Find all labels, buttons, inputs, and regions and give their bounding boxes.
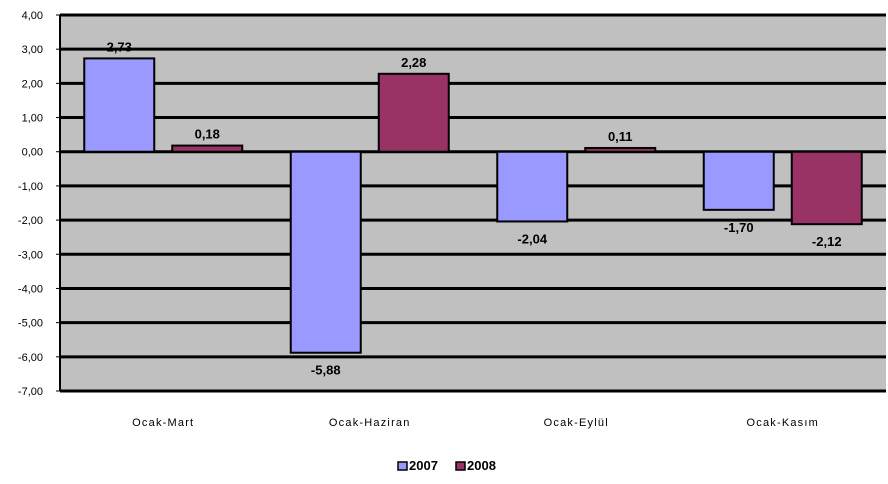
category-label: Ocak-Mart [132, 417, 194, 429]
category-label: Ocak-Eylül [544, 417, 609, 429]
y-tick-label: -6,00 [18, 352, 43, 364]
gridlines [60, 13, 886, 393]
data-label-2008-3: -2,12 [812, 234, 842, 249]
y-tick-label: 2,00 [22, 78, 43, 90]
legend-swatch-2008 [455, 461, 466, 471]
category-label: Ocak-Haziran [329, 417, 411, 429]
data-label-2007-3: -1,70 [724, 220, 754, 235]
data-labels: 2,73 0,18 -5,88 2,28 -2,04 0,11 -1,70 -2,12 [107, 39, 842, 377]
legend-label-2007: 2007 [409, 458, 438, 473]
bar-2007-1 [289, 150, 362, 354]
y-tick-label: -7,00 [18, 386, 43, 398]
bars [83, 57, 863, 354]
bar-2008-1 [377, 72, 450, 153]
data-label-2007-2: -2,04 [517, 231, 547, 246]
legend-swatch-2007 [397, 461, 408, 471]
data-label-2008-0: 0,18 [195, 127, 220, 142]
legend-label-2008: 2008 [467, 458, 496, 473]
y-axis: 4,00 3,00 2,00 1,00 0,00 -1,00 -2,00 -3,00 -4,00… [18, 10, 61, 398]
y-tick-label: 0,00 [22, 147, 43, 159]
bar-2008-3 [790, 150, 863, 226]
y-tick-label: -1,00 [18, 181, 43, 193]
bar-2007-2 [496, 150, 569, 223]
category-labels: Ocak-Mart Ocak-Haziran Ocak-Eylül Ocak-Kası… [132, 417, 819, 429]
y-tick-label: 4,00 [22, 10, 43, 22]
data-label-2008-1: 2,28 [401, 55, 426, 70]
bar-2008-0 [171, 144, 244, 153]
data-label-2007-0: 2,73 [107, 39, 132, 54]
data-label-2008-2: 0,11 [608, 129, 633, 144]
y-tick-label: 3,00 [22, 44, 43, 56]
bar-2007-0 [83, 57, 156, 153]
y-tick-label: -4,00 [18, 283, 43, 295]
data-label-2007-1: -5,88 [311, 363, 341, 378]
bar-2007-3 [702, 150, 775, 211]
y-tick-label: 1,00 [22, 113, 43, 125]
y-tick-label: -5,00 [18, 318, 43, 330]
y-tick-label: -3,00 [18, 249, 43, 261]
legend: 2007 2008 [397, 458, 496, 473]
category-label: Ocak-Kasım [746, 417, 819, 429]
bar-2008-2 [584, 146, 657, 153]
y-tick-label: -2,00 [18, 215, 43, 227]
